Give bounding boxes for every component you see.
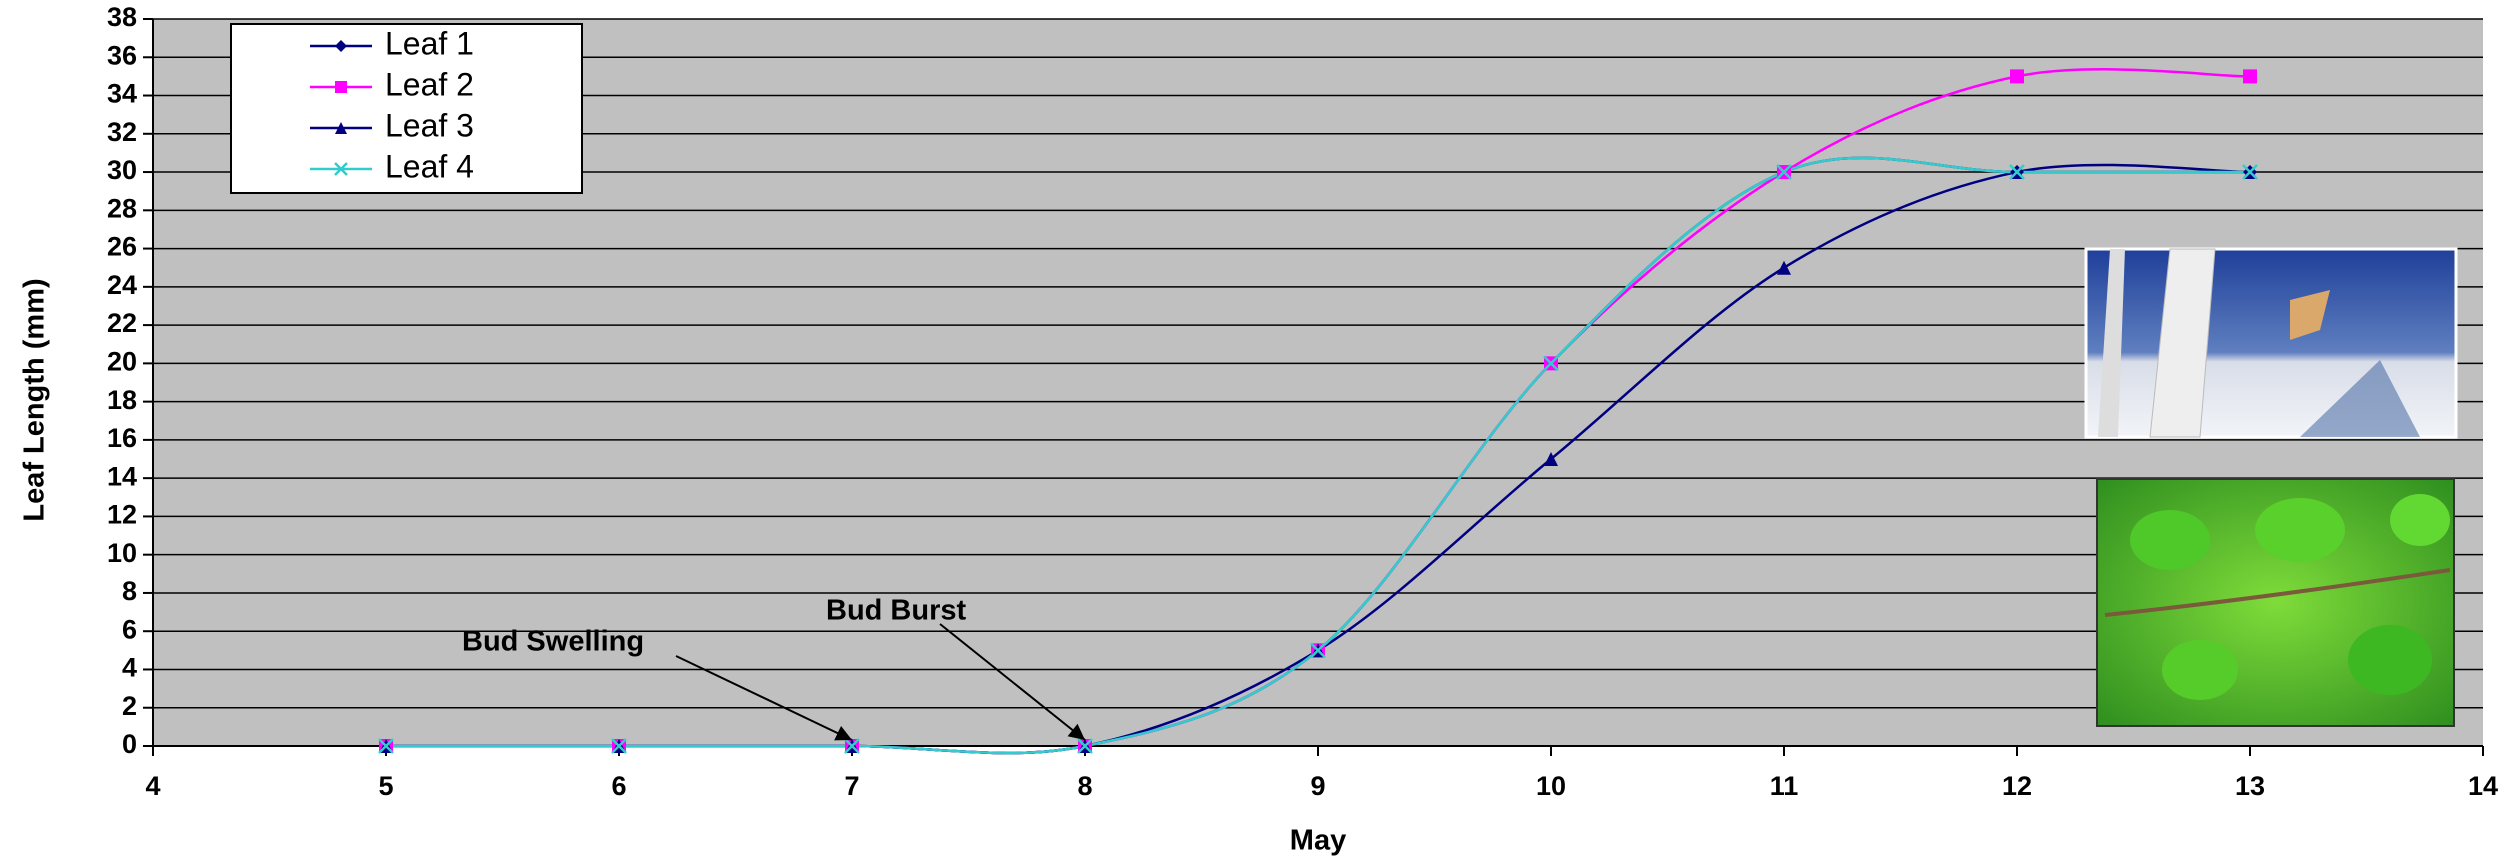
x-tick-label: 9 bbox=[1310, 771, 1325, 801]
y-tick-label: 0 bbox=[122, 729, 137, 759]
y-tick-label: 32 bbox=[107, 117, 137, 147]
y-tick-label: 20 bbox=[107, 346, 137, 376]
annotation: Bud Burst bbox=[826, 595, 967, 627]
x-tick-label: 13 bbox=[2235, 771, 2265, 801]
marker bbox=[335, 81, 347, 93]
y-tick-label: 6 bbox=[122, 614, 137, 644]
y-tick-label: 16 bbox=[107, 423, 137, 453]
legend-label: Leaf 1 bbox=[385, 25, 474, 61]
chart: Leaf 1 Leaf 2 Leaf 3 Leaf 4 Bud Swelling Bu… bbox=[0, 0, 2507, 857]
annotation: Bud Swelling bbox=[462, 626, 644, 658]
legend-label: Leaf 4 bbox=[385, 148, 474, 184]
x-tick-label: 6 bbox=[611, 771, 626, 801]
y-tick-label: 26 bbox=[107, 232, 137, 262]
x-tick-label: 8 bbox=[1077, 771, 1092, 801]
marker bbox=[2243, 69, 2257, 83]
x-tick-label: 5 bbox=[378, 771, 393, 801]
y-tick-label: 24 bbox=[107, 270, 137, 300]
x-tick-label: 4 bbox=[145, 771, 160, 801]
y-tick-label: 28 bbox=[107, 193, 137, 223]
y-tick-label: 18 bbox=[107, 385, 137, 415]
y-tick-label: 8 bbox=[122, 576, 137, 606]
x-tick-label: 12 bbox=[2002, 771, 2032, 801]
x-axis-label: May bbox=[1290, 825, 1346, 857]
y-tick-label: 38 bbox=[107, 2, 137, 32]
y-tick-label: 34 bbox=[107, 79, 137, 109]
x-tick-label: 10 bbox=[1536, 771, 1566, 801]
marker bbox=[2010, 69, 2024, 83]
y-tick-label: 14 bbox=[107, 461, 137, 491]
y-tick-label: 4 bbox=[122, 653, 137, 683]
x-tick-label: 14 bbox=[2468, 771, 2498, 801]
x-tick-label: 7 bbox=[844, 771, 859, 801]
photo-birch-trunk bbox=[2086, 249, 2456, 437]
legend-label: Leaf 2 bbox=[385, 66, 474, 102]
photo-birch-leaves bbox=[2097, 479, 2454, 726]
y-tick-label: 12 bbox=[107, 500, 137, 530]
y-tick-label: 22 bbox=[107, 308, 137, 338]
y-axis-label: Leaf Length (mm) bbox=[19, 278, 51, 521]
y-tick-label: 36 bbox=[107, 40, 137, 70]
legend: Leaf 1 Leaf 2 Leaf 3 Leaf 4 bbox=[231, 24, 582, 193]
legend-label: Leaf 3 bbox=[385, 107, 474, 143]
y-tick-label: 30 bbox=[107, 155, 137, 185]
x-tick-label: 11 bbox=[1770, 771, 1799, 801]
y-tick-label: 2 bbox=[122, 691, 137, 721]
y-tick-label: 10 bbox=[107, 538, 137, 568]
